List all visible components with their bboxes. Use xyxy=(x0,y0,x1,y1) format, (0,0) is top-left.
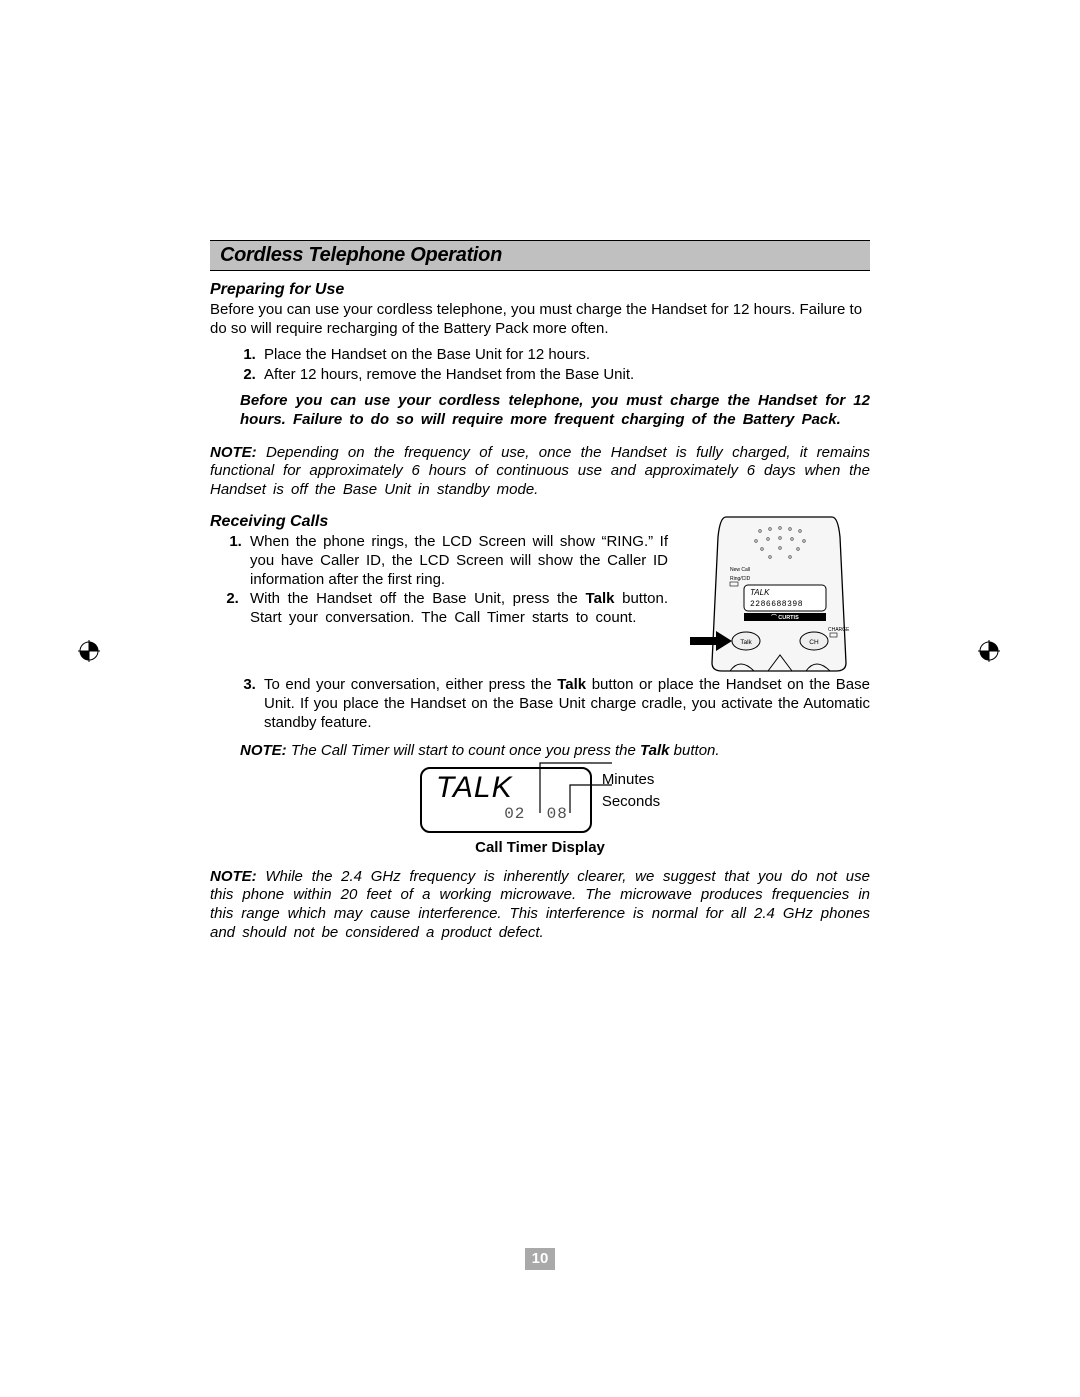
seconds-value: 08 xyxy=(547,805,568,823)
svg-text:New Call: New Call xyxy=(730,567,750,573)
microwave-note-text: While the 2.4 GHz frequency is inherentl… xyxy=(210,868,870,941)
note1-bold: Talk xyxy=(640,742,669,759)
talk-digits: 02 08 xyxy=(436,805,576,823)
legend-minutes: Minutes xyxy=(602,769,660,792)
lcd-number: 2286688398 xyxy=(750,600,803,609)
receiving-step-3: To end your conversation, either press t… xyxy=(210,676,870,732)
microwave-note: NOTE: While the 2.4 GHz frequency is inh… xyxy=(210,868,870,942)
step2-bold: Talk xyxy=(586,590,615,607)
step3-bold: Talk xyxy=(557,676,586,693)
page-content: Cordless Telephone Operation Preparing f… xyxy=(210,240,870,942)
page-number: 10 xyxy=(525,1248,555,1270)
ch-button-label: CH xyxy=(809,639,819,646)
note-label: NOTE: xyxy=(210,444,257,461)
list-item: When the phone rings, the LCD Screen wil… xyxy=(246,533,668,589)
svg-text:CHARGE: CHARGE xyxy=(828,627,850,633)
receiving-steps-1-2: When the phone rings, the LCD Screen wil… xyxy=(210,533,668,627)
note-label: NOTE: xyxy=(210,868,257,885)
note-label: NOTE: xyxy=(240,742,287,759)
svg-text:Ring/CID: Ring/CID xyxy=(730,576,751,582)
call-timer-display: TALK 02 08 Minutes Seconds Call Timer Di… xyxy=(210,767,870,856)
step2-pre: With the Handset off the Base Unit, pres… xyxy=(250,590,586,607)
brand-label: ⌒ CURTIS xyxy=(770,613,799,621)
timer-caption: Call Timer Display xyxy=(475,839,605,856)
subheading-preparing: Preparing for Use xyxy=(210,281,870,299)
list-item: To end your conversation, either press t… xyxy=(260,676,870,732)
crop-mark-left xyxy=(78,640,100,662)
section-header: Cordless Telephone Operation xyxy=(210,240,870,271)
minutes-value: 02 xyxy=(504,805,525,823)
list-item: Place the Handset on the Base Unit for 1… xyxy=(260,346,870,365)
talk-button-label: Talk xyxy=(740,639,752,646)
preparing-emphasis: Before you can use your cordless telepho… xyxy=(210,392,870,429)
list-item: After 12 hours, remove the Handset from … xyxy=(260,366,870,385)
legend-seconds: Seconds xyxy=(602,791,660,814)
preparing-note: NOTE: Depending on the frequency of use,… xyxy=(210,444,870,500)
note1-pre: The Call Timer will start to count once … xyxy=(291,742,640,759)
timer-legend: Minutes Seconds xyxy=(596,767,660,814)
subheading-receiving: Receiving Calls xyxy=(210,513,668,531)
talk-box: TALK 02 08 xyxy=(420,767,592,833)
note1-post: button. xyxy=(674,742,720,759)
talk-label: TALK xyxy=(436,773,576,803)
crop-mark-right xyxy=(978,640,1000,662)
handset-illustration: New Call Ring/CID TALK 2286688398 ⌒ CURT… xyxy=(688,513,870,678)
step3-pre: To end your conversation, either press t… xyxy=(264,676,557,693)
receiving-note1: NOTE: The Call Timer will start to count… xyxy=(210,742,870,761)
preparing-intro: Before you can use your cordless telepho… xyxy=(210,301,870,338)
preparing-steps: Place the Handset on the Base Unit for 1… xyxy=(210,346,870,384)
list-item: With the Handset off the Base Unit, pres… xyxy=(246,590,668,627)
note-text: Depending on the frequency of use, once … xyxy=(210,444,870,498)
lcd-talk-label: TALK xyxy=(750,588,770,597)
